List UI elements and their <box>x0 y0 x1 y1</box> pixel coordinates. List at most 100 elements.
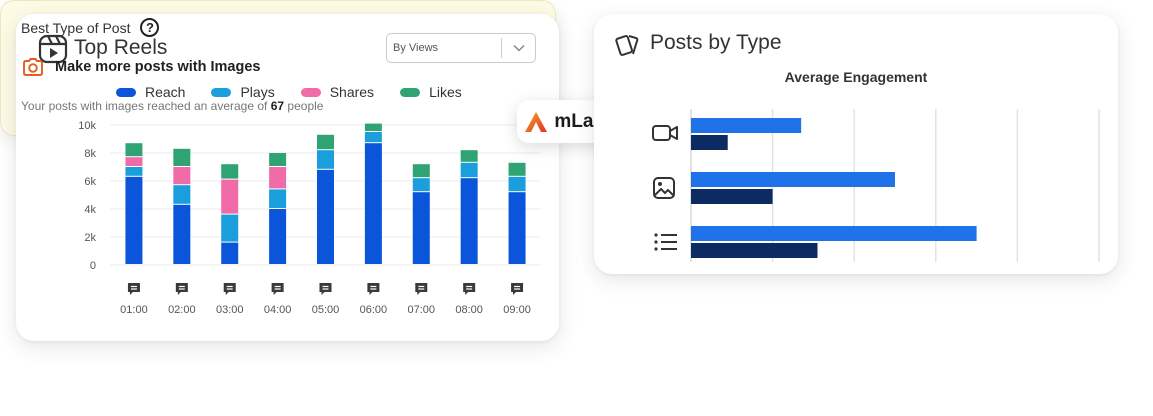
comment-icon <box>271 283 284 295</box>
y-tick-label: 6k <box>84 176 96 188</box>
comment-icon <box>127 283 140 295</box>
chevron-down-icon[interactable] <box>502 44 535 52</box>
legend-swatch <box>400 87 421 97</box>
legend-label: Shares <box>329 84 375 100</box>
best-type-description: Your posts with images reached an averag… <box>21 99 323 113</box>
sort-select[interactable]: By Views <box>386 33 536 63</box>
legend-item-shares[interactable]: Shares <box>300 84 375 100</box>
top-reels-title: Top Reels <box>74 36 168 59</box>
best-type-heading: Best Type of Post ? <box>21 18 160 37</box>
legend-swatch <box>211 87 232 97</box>
best-type-title: Best Type of Post <box>21 19 131 36</box>
bar-segment-likes <box>460 150 478 162</box>
x-tick-label: 09:00 <box>503 304 531 316</box>
bar-segment-plays <box>173 185 191 204</box>
reels-icon <box>38 34 68 64</box>
list-icon <box>654 233 677 251</box>
bar-segment-plays <box>125 167 143 176</box>
bar-list-secondary <box>691 243 818 258</box>
image-icon <box>653 177 675 199</box>
sort-select-value: By Views <box>393 42 439 54</box>
bar-segment-reach <box>412 192 430 264</box>
bar-segment-reach <box>125 176 143 264</box>
x-tick-label: 01:00 <box>120 304 148 316</box>
comment-icon <box>415 283 428 295</box>
bar-video-primary <box>691 118 802 133</box>
bar-segment-reach <box>364 143 382 264</box>
bar-video-secondary <box>691 135 728 150</box>
mlabs-logo-icon <box>525 111 548 132</box>
reels-bar-chart: 0 2k 4k 6k 8k 10k 01:00 02:00 03:00 04:00 05:00 06:… <box>78 120 541 316</box>
bar-segment-likes <box>508 162 526 176</box>
bar-list-primary <box>691 226 977 241</box>
reels-legend: Reach Plays Shares Likes <box>116 84 462 100</box>
best-type-recommendation: Make more posts with Images <box>22 57 260 77</box>
x-tick-label: 02:00 <box>168 304 196 316</box>
desc-prefix: Your posts with images reached an averag… <box>21 99 268 113</box>
x-tick-label: 07:00 <box>408 304 436 316</box>
comment-icon <box>175 283 188 295</box>
bar-segment-plays <box>508 176 526 192</box>
desc-value: 67 <box>270 99 285 113</box>
bar-segment-plays <box>364 132 382 143</box>
bar-image-secondary <box>691 189 773 204</box>
y-tick-label: 10k <box>78 120 96 132</box>
y-tick-label: 4k <box>84 204 96 216</box>
legend-item-likes[interactable]: Likes <box>400 84 462 100</box>
x-tick-label: 05:00 <box>312 304 340 316</box>
y-tick-label: 2k <box>84 232 96 244</box>
bar-segment-likes <box>173 148 191 166</box>
x-tick-label: 06:00 <box>360 304 388 316</box>
legend-label: Reach <box>145 84 186 100</box>
bar-segment-likes <box>317 134 334 150</box>
video-icon <box>652 125 678 141</box>
bar-segment-shares <box>125 157 143 166</box>
bar-segment-likes <box>269 153 287 166</box>
legend-swatch <box>300 87 321 97</box>
bar-segment-shares <box>173 167 191 185</box>
bar-image-primary <box>691 172 895 187</box>
y-tick-label: 0 <box>90 260 96 272</box>
x-tick-label: 03:00 <box>216 304 244 316</box>
bar-segment-likes <box>412 164 430 178</box>
bar-segment-likes <box>364 123 382 131</box>
bar-segment-reach <box>508 192 526 264</box>
bar-segment-shares <box>221 179 239 214</box>
legend-swatch <box>116 87 136 97</box>
posts-by-type-card: Posts by Type Average Engagement <box>594 14 1118 274</box>
desc-suffix: people <box>287 99 324 113</box>
camera-icon <box>23 58 43 76</box>
engagement-chart-title: Average Engagement <box>784 69 928 85</box>
bar-segment-plays <box>221 214 239 242</box>
bar-segment-plays <box>317 150 334 169</box>
recommendation-text: Make more posts with Images <box>55 59 261 75</box>
legend-item-reach[interactable]: Reach <box>116 84 185 100</box>
comment-icon <box>367 283 380 295</box>
comment-icon <box>463 283 476 295</box>
bar-segment-shares <box>269 167 287 189</box>
bar-segment-reach <box>460 178 478 264</box>
y-tick-label: 8k <box>84 148 96 160</box>
x-tick-label: 04:00 <box>264 304 292 316</box>
posts-cards-icon <box>615 35 639 56</box>
bar-segment-plays <box>460 162 478 178</box>
comment-icon <box>511 283 524 295</box>
legend-label: Likes <box>429 84 462 100</box>
engagement-bar-chart <box>690 109 1100 262</box>
bar-segment-reach <box>173 204 191 264</box>
select-divider <box>501 38 502 58</box>
top-reels-card: Top Reels By Views Reach Plays Shares Li… <box>16 14 559 341</box>
legend-label: Plays <box>240 84 275 100</box>
bar-segment-reach <box>317 169 334 264</box>
posts-by-type-title: Posts by Type <box>650 31 782 54</box>
x-tick-label: 08:00 <box>455 304 483 316</box>
comment-icon <box>223 283 236 295</box>
bar-segment-likes <box>125 143 143 157</box>
comment-icon <box>319 283 332 295</box>
bar-segment-reach <box>269 209 287 264</box>
help-icon[interactable]: ? <box>140 18 160 37</box>
legend-item-plays[interactable]: Plays <box>211 84 275 100</box>
bar-segment-plays <box>269 189 287 208</box>
bar-segment-reach <box>221 242 239 264</box>
bar-segment-likes <box>221 164 239 179</box>
